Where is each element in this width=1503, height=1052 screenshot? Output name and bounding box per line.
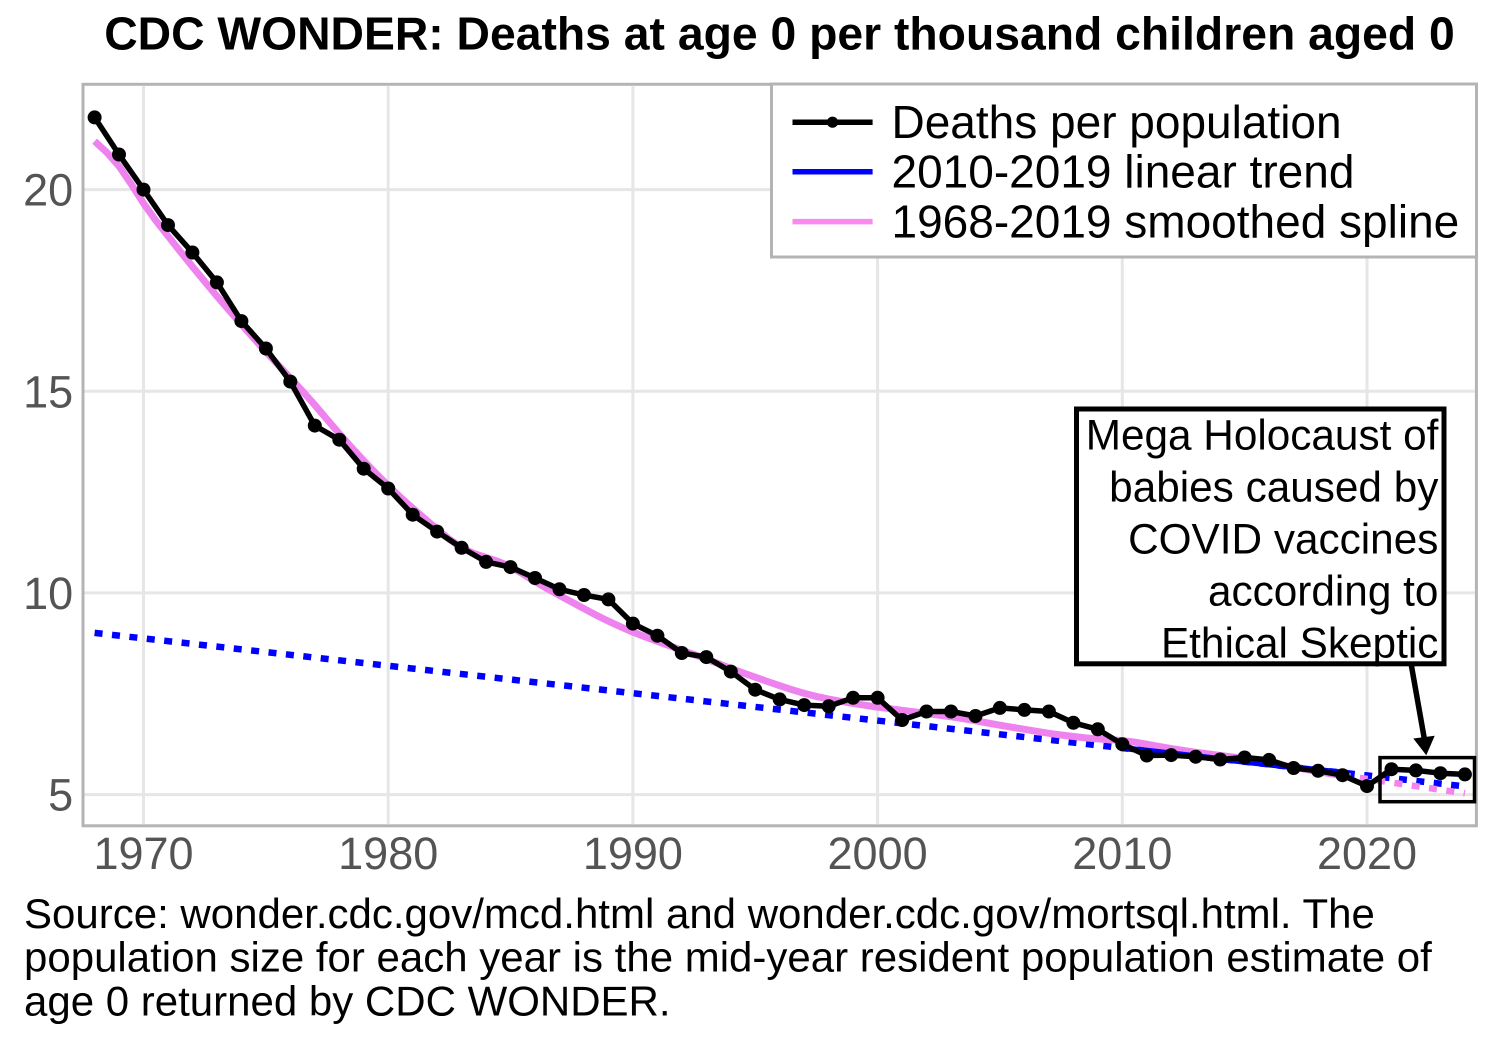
svg-text:Mega Holocaust of: Mega Holocaust of [1086, 412, 1439, 459]
svg-text:5: 5 [48, 770, 73, 821]
svg-text:15: 15 [23, 366, 73, 417]
svg-text:2020: 2020 [1317, 828, 1417, 879]
svg-text:1968-2019 smoothed spline: 1968-2019 smoothed spline [892, 196, 1460, 248]
svg-text:10: 10 [23, 568, 73, 619]
svg-text:according to: according to [1208, 568, 1438, 615]
svg-text:CDC WONDER: Deaths at age 0 pe: CDC WONDER: Deaths at age 0 per thousand… [104, 8, 1455, 60]
svg-text:2000: 2000 [828, 828, 928, 879]
svg-text:age 0 returned by CDC WONDER.: age 0 returned by CDC WONDER. [24, 978, 671, 1025]
svg-text:1990: 1990 [583, 828, 683, 879]
svg-text:2010: 2010 [1072, 828, 1172, 879]
svg-text:20: 20 [23, 165, 73, 216]
svg-text:COVID vaccines: COVID vaccines [1128, 516, 1438, 563]
svg-text:2010-2019 linear trend: 2010-2019 linear trend [892, 146, 1355, 198]
svg-text:Deaths per population: Deaths per population [892, 96, 1342, 148]
svg-text:babies caused by: babies caused by [1109, 464, 1439, 511]
svg-text:1980: 1980 [338, 828, 438, 879]
svg-text:Ethical Skeptic: Ethical Skeptic [1161, 620, 1438, 667]
svg-text:population size for each year: population size for each year is the mid… [24, 934, 1432, 981]
svg-text:Source: wonder.cdc.gov/mcd.htm: Source: wonder.cdc.gov/mcd.html and wond… [24, 890, 1375, 937]
svg-text:1970: 1970 [93, 828, 193, 879]
